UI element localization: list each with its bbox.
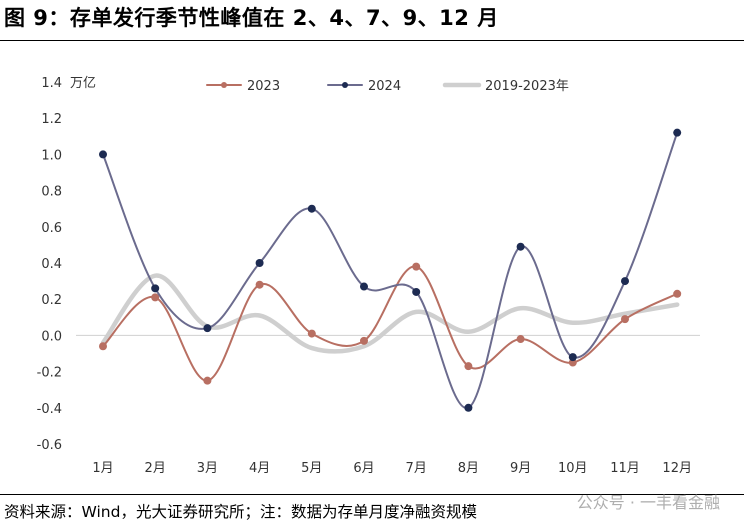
data-point <box>516 242 525 251</box>
data-point <box>412 262 421 271</box>
x-tick-label: 9月 <box>510 461 531 476</box>
chart-title: 图 9：存单发行季节性峰值在 2、4、7、9、12 月 <box>4 6 499 30</box>
x-tick-label: 2月 <box>145 461 166 476</box>
data-point <box>255 259 264 267</box>
source-note: 资料来源：Wind，光大证券研究所；注：数据为存单月度净融资规模 <box>4 503 477 521</box>
x-tick-label: 5月 <box>301 461 322 476</box>
title-rule <box>0 40 744 41</box>
x-tick-label: 12月 <box>662 461 692 476</box>
y-tick-label: 1.0 <box>41 148 62 163</box>
y-tick-label: 0.4 <box>41 257 62 272</box>
data-point <box>621 315 629 324</box>
x-tick-label: 7月 <box>406 461 427 476</box>
data-point <box>307 329 316 338</box>
y-tick-label: 0.6 <box>41 221 62 236</box>
y-tick-label: 1.2 <box>41 112 62 127</box>
data-point <box>99 342 107 351</box>
legend-label: 2024 <box>368 79 401 94</box>
x-tick-label: 4月 <box>249 461 270 476</box>
legend-marker <box>221 82 227 88</box>
line-chart: 1.4 1.2 1.0 0.8 0.6 0.4 0.2 0.0 -0.2 -0.4 -0.6 万亿 1月… <box>37 76 700 476</box>
y-tick-label: -0.6 <box>37 438 62 453</box>
y-tick-label: -0.4 <box>37 402 62 417</box>
data-point <box>673 289 682 298</box>
data-point <box>464 403 473 412</box>
data-point <box>673 128 682 137</box>
data-point <box>412 287 421 296</box>
data-point <box>568 353 577 362</box>
series-line-1 <box>102 265 679 382</box>
data-point <box>516 335 525 344</box>
data-point <box>360 282 368 291</box>
x-tick-label: 8月 <box>458 461 479 476</box>
data-point <box>464 362 473 371</box>
data-point <box>99 150 107 159</box>
series-line-2 <box>102 131 679 409</box>
data-point <box>360 336 368 345</box>
footer-rule <box>0 494 744 495</box>
data-point <box>255 280 264 289</box>
y-tick-label: 0.8 <box>41 185 62 200</box>
watermark: 公众号 · 一丰看金融 <box>576 493 720 512</box>
x-tick-label: 10月 <box>558 461 588 476</box>
legend-label: 2019-2023年 <box>485 79 569 94</box>
legend-marker <box>342 82 348 88</box>
y-tick-label: 0.2 <box>41 293 62 308</box>
y-tick-label: 1.4 <box>41 76 62 91</box>
legend-label: 2023 <box>247 79 280 94</box>
y-axis-unit: 万亿 <box>70 76 96 91</box>
data-point <box>621 277 629 286</box>
data-point <box>307 204 316 213</box>
data-point <box>203 376 212 385</box>
data-point <box>151 284 160 293</box>
y-tick-label: 0.0 <box>41 329 62 344</box>
x-tick-label: 6月 <box>353 461 374 476</box>
x-tick-label: 1月 <box>92 461 113 476</box>
data-point <box>151 293 160 302</box>
series-line-3 <box>100 273 680 354</box>
data-point <box>203 324 212 333</box>
y-tick-label: -0.2 <box>37 366 62 381</box>
x-tick-label: 3月 <box>197 461 218 476</box>
x-tick-label: 11月 <box>610 461 640 476</box>
